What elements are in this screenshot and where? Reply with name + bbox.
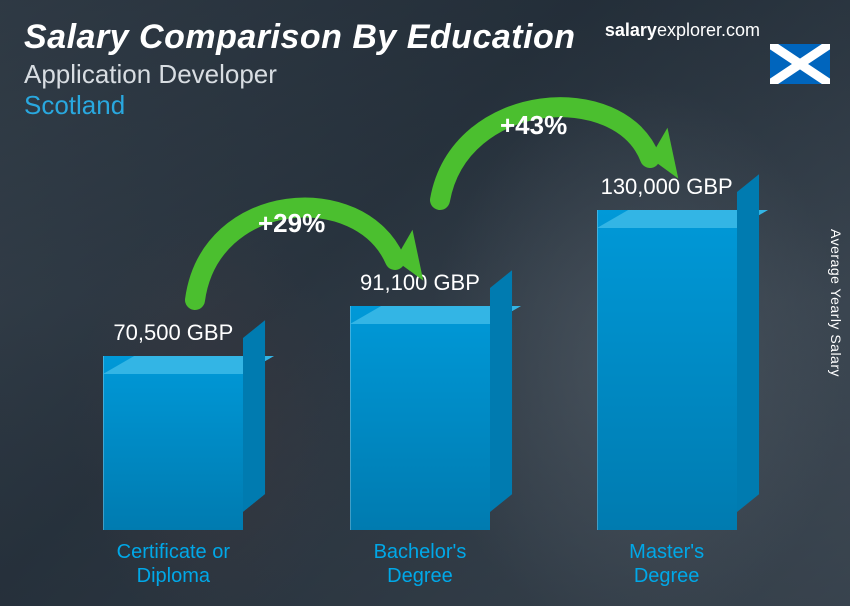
- bar-front-face: [350, 306, 490, 530]
- bar-front-face: [103, 356, 243, 530]
- bar-group-1: 91,100 GBP Bachelor'sDegree: [320, 270, 520, 588]
- bar-group-0: 70,500 GBP Certificate orDiploma: [73, 320, 273, 588]
- bar-front-face: [597, 210, 737, 530]
- bar-side-face: [737, 174, 759, 512]
- brand-logo-text: salaryexplorer.com: [605, 20, 760, 41]
- salary-bar-chart: 70,500 GBP Certificate orDiploma 91,100 …: [50, 148, 790, 588]
- header: Salary Comparison By Education Applicati…: [0, 0, 850, 121]
- bar-group-2: 130,000 GBP Master'sDegree: [567, 174, 767, 588]
- bar-category-label: Bachelor'sDegree: [374, 540, 467, 588]
- bar-value-label: 91,100 GBP: [360, 270, 480, 296]
- brand-rest: explorer.com: [657, 20, 760, 40]
- job-subtitle: Application Developer: [24, 59, 826, 90]
- bar-side-face: [243, 320, 265, 512]
- bar-side-face: [490, 270, 512, 512]
- location-label: Scotland: [24, 90, 826, 121]
- y-axis-label: Average Yearly Salary: [828, 229, 844, 377]
- bar-category-label: Certificate orDiploma: [117, 540, 230, 588]
- delta-percent-label-0: +29%: [258, 208, 325, 239]
- brand-bold: salary: [605, 20, 657, 40]
- bar-3d: [350, 306, 490, 530]
- bar-value-label: 130,000 GBP: [601, 174, 733, 200]
- bar-value-label: 70,500 GBP: [113, 320, 233, 346]
- bar-3d: [597, 210, 737, 530]
- scotland-flag-icon: [770, 44, 830, 84]
- bar-category-label: Master'sDegree: [629, 540, 704, 588]
- bar-3d: [103, 356, 243, 530]
